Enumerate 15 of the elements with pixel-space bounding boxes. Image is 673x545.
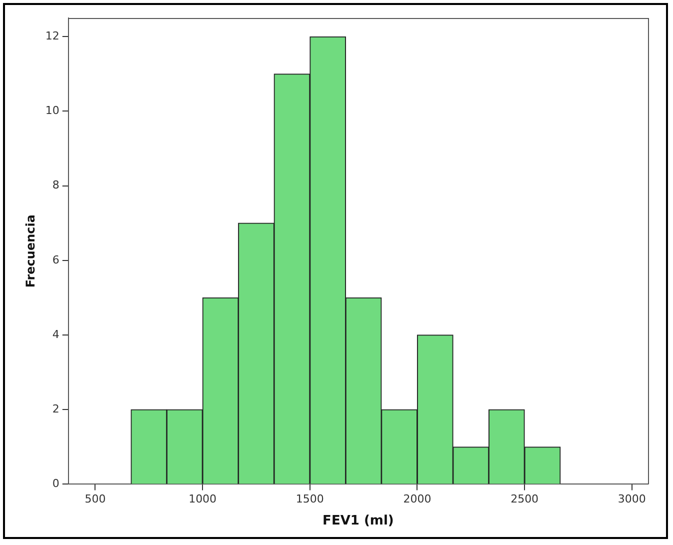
x-tick-label: 500 (84, 492, 106, 506)
y-tick-label: 4 (52, 328, 60, 341)
y-tick-label: 6 (52, 253, 60, 266)
x-tick-label: 1500 (296, 492, 324, 506)
x-tick-label: 2500 (510, 492, 539, 506)
x-tick-label: 3000 (618, 492, 646, 506)
y-tick-label: 8 (52, 178, 60, 192)
x-tick-label: 2000 (403, 492, 432, 506)
y-axis-title: Frecuencia (23, 214, 38, 288)
x-tick-label: 1000 (188, 492, 217, 506)
y-tick-label: 2 (52, 402, 60, 416)
x-axis-title: FEV1 (ml) (322, 514, 394, 529)
y-tick-label: 12 (45, 30, 60, 43)
y-tick-label: 0 (52, 477, 60, 490)
y-tick-label: 10 (45, 104, 60, 118)
